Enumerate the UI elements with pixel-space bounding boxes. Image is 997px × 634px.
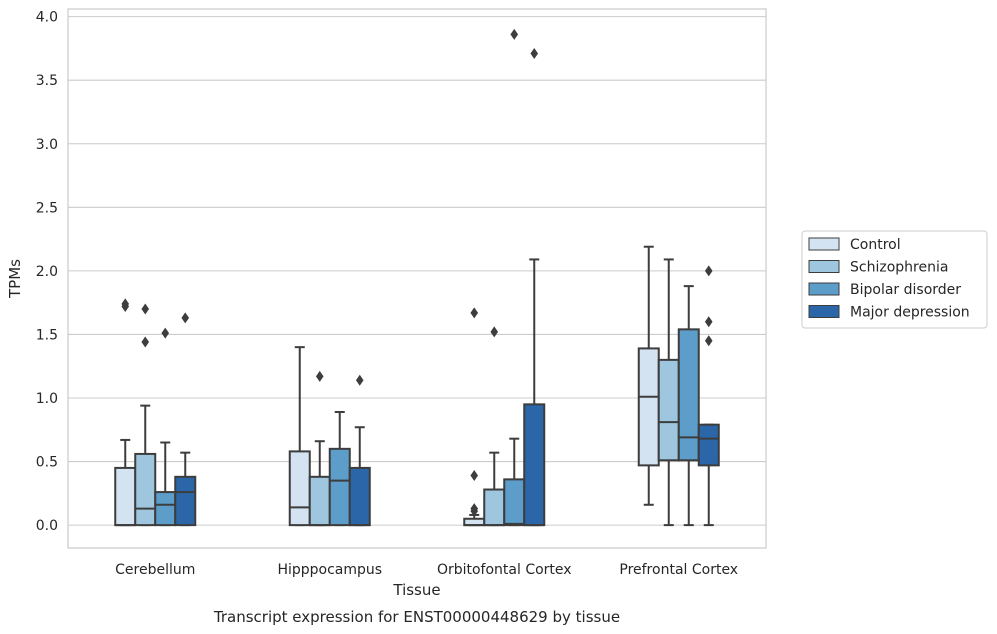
box bbox=[288, 346, 311, 527]
box-body bbox=[483, 488, 506, 527]
x-tick-label: Hipppocampus bbox=[277, 562, 382, 578]
y-tick-label: 2.5 bbox=[36, 200, 58, 216]
legend-frame bbox=[801, 230, 988, 329]
box bbox=[308, 370, 331, 527]
y-tick-label: 2.0 bbox=[36, 264, 58, 280]
legend-swatch bbox=[808, 305, 840, 318]
box bbox=[328, 410, 351, 527]
box bbox=[483, 326, 506, 527]
outlier-point bbox=[181, 312, 190, 324]
box-body bbox=[657, 358, 680, 462]
box-body bbox=[114, 466, 137, 527]
box bbox=[134, 303, 157, 527]
legend: Control Schizophrenia Bipolar disorder Majo… bbox=[801, 230, 988, 329]
outlier-point bbox=[121, 298, 130, 310]
box bbox=[637, 245, 660, 506]
box-body bbox=[308, 475, 331, 527]
outlier-point bbox=[704, 316, 713, 328]
legend-label: Bipolar disorder bbox=[850, 282, 961, 298]
box-body bbox=[637, 347, 660, 467]
x-tick-label: Orbitofontal Cortex bbox=[437, 562, 572, 578]
outlier-point bbox=[510, 28, 519, 40]
y-axis-title: TPMs bbox=[6, 259, 24, 299]
y-tick-label: 3.0 bbox=[36, 137, 58, 153]
legend-swatch bbox=[808, 237, 840, 251]
outlier-point bbox=[141, 336, 150, 348]
box-body bbox=[348, 466, 371, 527]
box bbox=[657, 258, 680, 527]
box bbox=[348, 374, 371, 527]
box-body bbox=[174, 475, 197, 527]
chart-caption: Transcript expression for ENST0000044862… bbox=[213, 608, 620, 626]
plot-frame bbox=[67, 8, 767, 549]
x-axis-title: Tissue bbox=[392, 581, 440, 599]
legend-swatch bbox=[808, 282, 840, 296]
legend-label: Control bbox=[850, 237, 901, 253]
box bbox=[697, 265, 720, 527]
box-body bbox=[503, 478, 526, 527]
x-tick-label: Cerebellum bbox=[115, 562, 195, 578]
box-body bbox=[154, 491, 177, 527]
legend-swatch bbox=[808, 260, 840, 273]
outlier-point bbox=[530, 47, 539, 59]
box-body bbox=[288, 450, 311, 527]
y-tick-label: 0.0 bbox=[36, 518, 58, 534]
y-axis-ticks: 0.0 0.5 1.0 1.5 2.0 2.5 3.0 3.5 4.0 bbox=[36, 10, 58, 534]
outlier-point bbox=[470, 307, 479, 319]
legend-label: Schizophrenia bbox=[850, 260, 948, 276]
box-body bbox=[677, 328, 700, 462]
box bbox=[174, 312, 197, 527]
y-tick-label: 3.5 bbox=[36, 73, 58, 89]
box bbox=[463, 307, 486, 527]
outlier-point bbox=[704, 335, 713, 347]
box bbox=[154, 327, 177, 527]
outlier-point bbox=[355, 374, 364, 386]
box bbox=[523, 47, 546, 527]
box-plots bbox=[114, 28, 720, 527]
box-body bbox=[134, 452, 157, 527]
outlier-point bbox=[315, 370, 324, 382]
outlier-point bbox=[470, 470, 479, 482]
box bbox=[114, 298, 137, 527]
box-body bbox=[328, 447, 351, 527]
box bbox=[503, 28, 526, 527]
x-tick-label: Prefrontal Cortex bbox=[619, 562, 738, 578]
x-axis-ticks: Cerebellum Hipppocampus Orbitofontal Corte… bbox=[115, 562, 738, 578]
y-tick-label: 1.5 bbox=[36, 327, 58, 343]
y-tick-label: 0.5 bbox=[36, 455, 58, 471]
y-tick-label: 4.0 bbox=[36, 10, 58, 26]
box-body bbox=[697, 423, 720, 467]
outlier-point bbox=[470, 503, 479, 515]
outlier-point bbox=[141, 303, 150, 315]
legend-label: Major depression bbox=[850, 305, 970, 321]
y-tick-label: 1.0 bbox=[36, 391, 58, 407]
outlier-point bbox=[161, 327, 170, 339]
box bbox=[677, 285, 700, 527]
outlier-point bbox=[490, 326, 499, 338]
box-body bbox=[523, 403, 546, 527]
outlier-point bbox=[704, 265, 713, 277]
